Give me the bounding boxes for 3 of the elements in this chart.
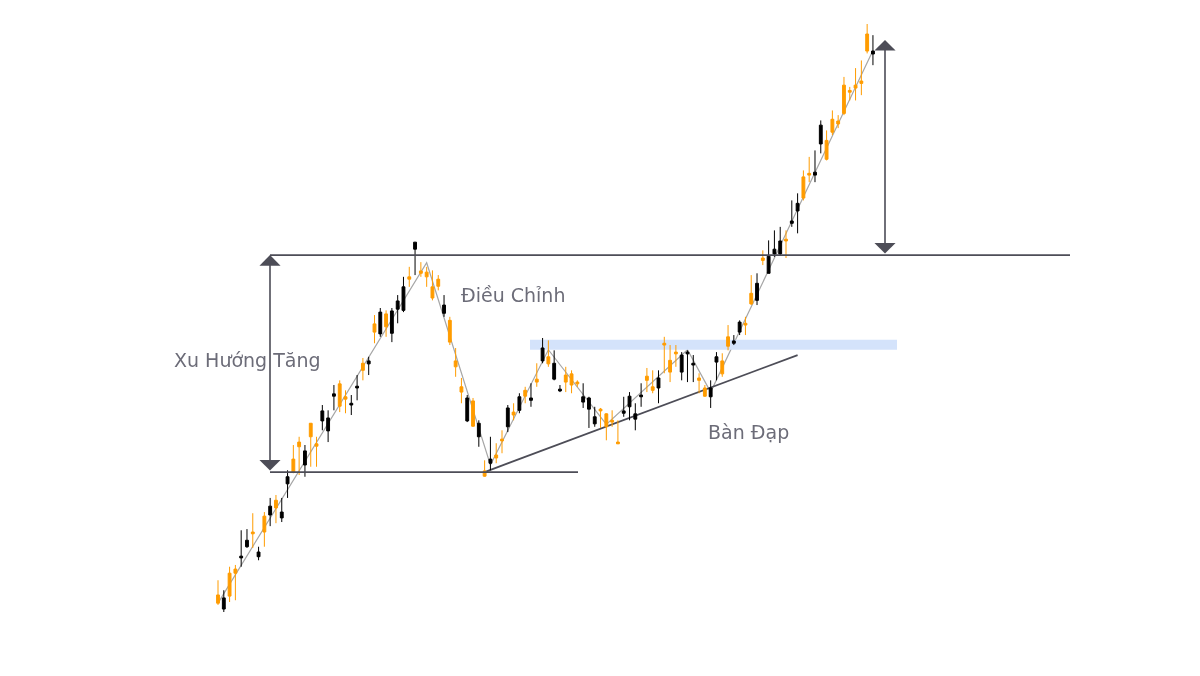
annotation: Điều Chỉnh xyxy=(461,284,566,306)
annotation: Bàn Đạp xyxy=(708,421,790,443)
annotation: Xu Hướng Tăng xyxy=(174,349,321,371)
